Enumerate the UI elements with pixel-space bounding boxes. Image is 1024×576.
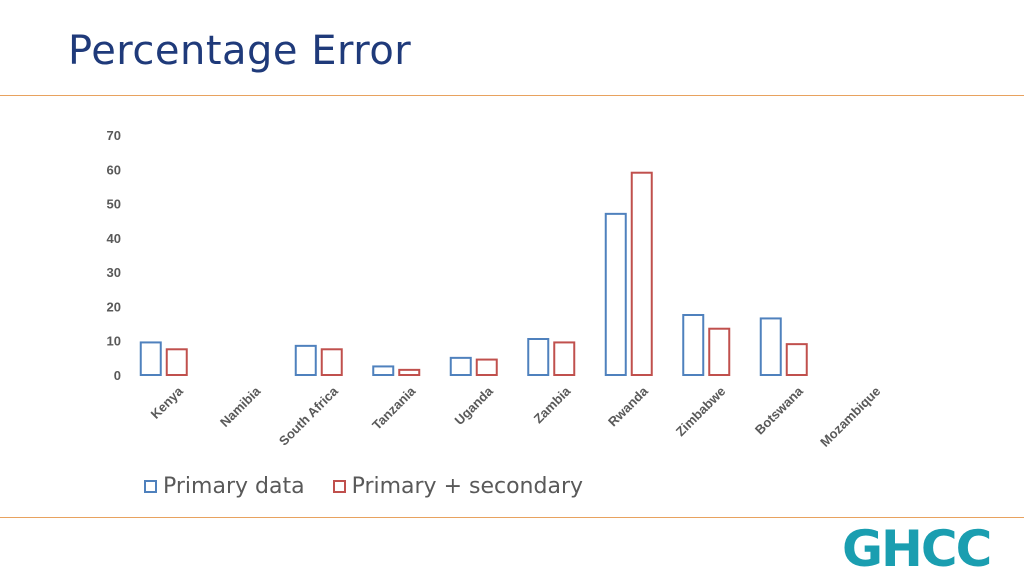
x-tick-label-mozambique: Mozambique	[817, 384, 883, 450]
x-tick-label-tanzania: Tanzania	[369, 383, 419, 433]
bar-secondary-botswana	[785, 343, 808, 376]
x-tick-label-uganda: Uganda	[452, 383, 497, 428]
bar-secondary-rwanda	[630, 171, 653, 376]
logo-text: GHCC	[842, 520, 990, 576]
legend-item-secondary: Primary + secondary	[332, 474, 584, 499]
y-tick-label: 0	[114, 368, 121, 383]
bar-primary-zambia	[527, 338, 550, 376]
y-tick-label: 30	[107, 265, 121, 280]
x-tick-label-kenya: Kenya	[148, 383, 187, 422]
bar-primary-tanzania	[372, 365, 395, 376]
bar-primary-kenya	[139, 341, 162, 376]
bottom-divider	[0, 517, 1024, 518]
bar-primary-south-africa	[294, 344, 317, 377]
y-tick-label: 40	[107, 231, 121, 246]
x-tick-label-zambia: Zambia	[531, 383, 574, 426]
y-axis: 0 10 20 30 40 50 60 70	[107, 128, 121, 383]
bar-secondary-zimbabwe	[708, 327, 731, 377]
x-tick-label-zimbabwe: Zimbabwe	[673, 384, 729, 440]
bar-chart: 0 10 20 30 40 50 60 70 Kenya Namibia South Africa…	[107, 128, 884, 450]
bar-primary-rwanda	[604, 212, 627, 376]
legend-swatch-primary	[144, 480, 157, 493]
x-tick-label-south-africa: South Africa	[276, 383, 341, 448]
bar-secondary-uganda	[475, 358, 498, 377]
legend-label-secondary: Primary + secondary	[351, 474, 584, 499]
y-tick-label: 70	[107, 128, 121, 143]
bar-secondary-south-africa	[320, 348, 343, 376]
y-tick-label: 50	[107, 197, 121, 212]
bar-primary-zimbabwe	[682, 314, 705, 376]
bar-secondary-kenya	[165, 348, 188, 376]
page-title: Percentage Error	[68, 28, 412, 74]
y-tick-label: 10	[107, 334, 121, 349]
ghcc-logo: GHCC	[842, 520, 990, 576]
legend-label-primary: Primary data	[163, 474, 305, 499]
x-tick-label-botswana: Botswana	[752, 383, 807, 438]
x-tick-label-rwanda: Rwanda	[605, 383, 651, 429]
bar-primary-botswana	[759, 317, 782, 376]
y-tick-label: 60	[107, 162, 121, 177]
bar-secondary-zambia	[553, 341, 576, 376]
legend: Primary data Primary + secondary	[144, 474, 611, 499]
legend-swatch-secondary	[332, 480, 346, 493]
top-divider	[0, 95, 1024, 96]
x-tick-label-namibia: Namibia	[217, 383, 264, 430]
bars	[139, 171, 808, 377]
x-axis: Kenya Namibia South Africa Tanzania Uganda Za…	[148, 383, 884, 450]
legend-item-primary: Primary data	[144, 474, 305, 499]
bar-primary-uganda	[449, 356, 472, 377]
y-tick-label: 20	[107, 299, 121, 314]
bar-secondary-tanzania	[398, 368, 421, 377]
